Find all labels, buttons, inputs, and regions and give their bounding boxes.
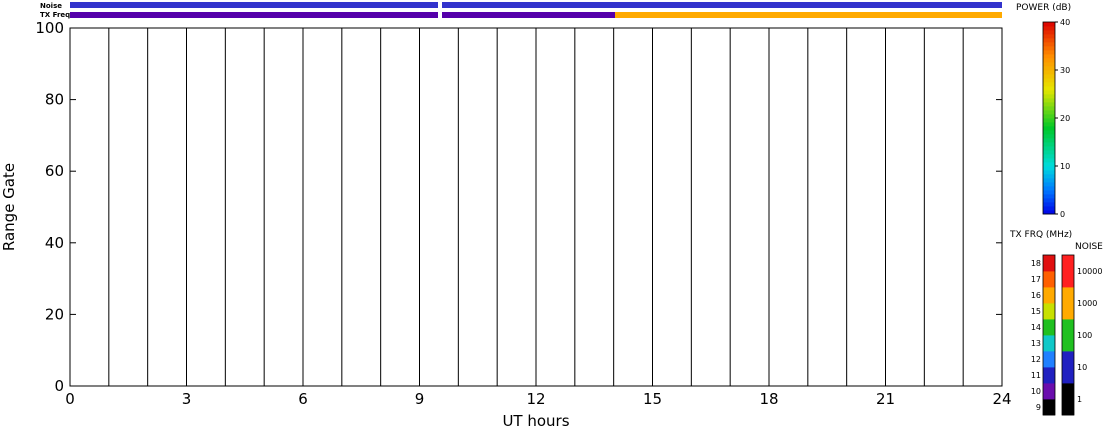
noise-bar-gap xyxy=(438,2,442,8)
txfreq-bar-label: TX Freq xyxy=(40,11,70,19)
txfreq-bar-group: TX Freq xyxy=(40,11,1002,19)
noise-bar xyxy=(70,2,1002,8)
noise-bar-label: Noise xyxy=(40,2,62,10)
txfreq-bar-segment-early xyxy=(70,12,615,18)
txfreq-bar-gap xyxy=(438,12,442,18)
txfreq-bar-segment-late xyxy=(615,12,1002,18)
noise-bar-group: Noise xyxy=(40,2,1002,10)
